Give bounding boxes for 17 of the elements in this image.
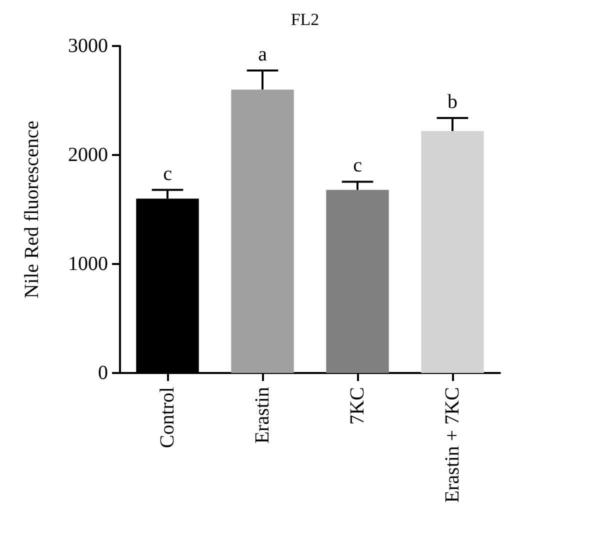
annotation: b — [448, 90, 458, 113]
y-tick-label: 2000 — [68, 144, 108, 166]
y-tick-label: 3000 — [68, 35, 108, 57]
annotation: c — [353, 154, 362, 177]
y-tick-label: 1000 — [68, 253, 108, 275]
chart-title: FL2 — [290, 10, 320, 29]
x-tick-label: 7KC — [346, 387, 368, 425]
y-tick-label: 0 — [98, 362, 108, 384]
x-tick-label: Control — [156, 386, 178, 448]
y-axis-title: Nile Red fluorescence — [21, 120, 43, 298]
x-tick-label: Erastin + 7KC — [442, 387, 464, 503]
bar — [231, 90, 294, 373]
annotation: c — [163, 162, 172, 185]
x-tick-label: Erastin — [252, 387, 274, 444]
bar — [421, 131, 484, 373]
bar — [326, 190, 389, 373]
annotation: a — [258, 44, 268, 66]
